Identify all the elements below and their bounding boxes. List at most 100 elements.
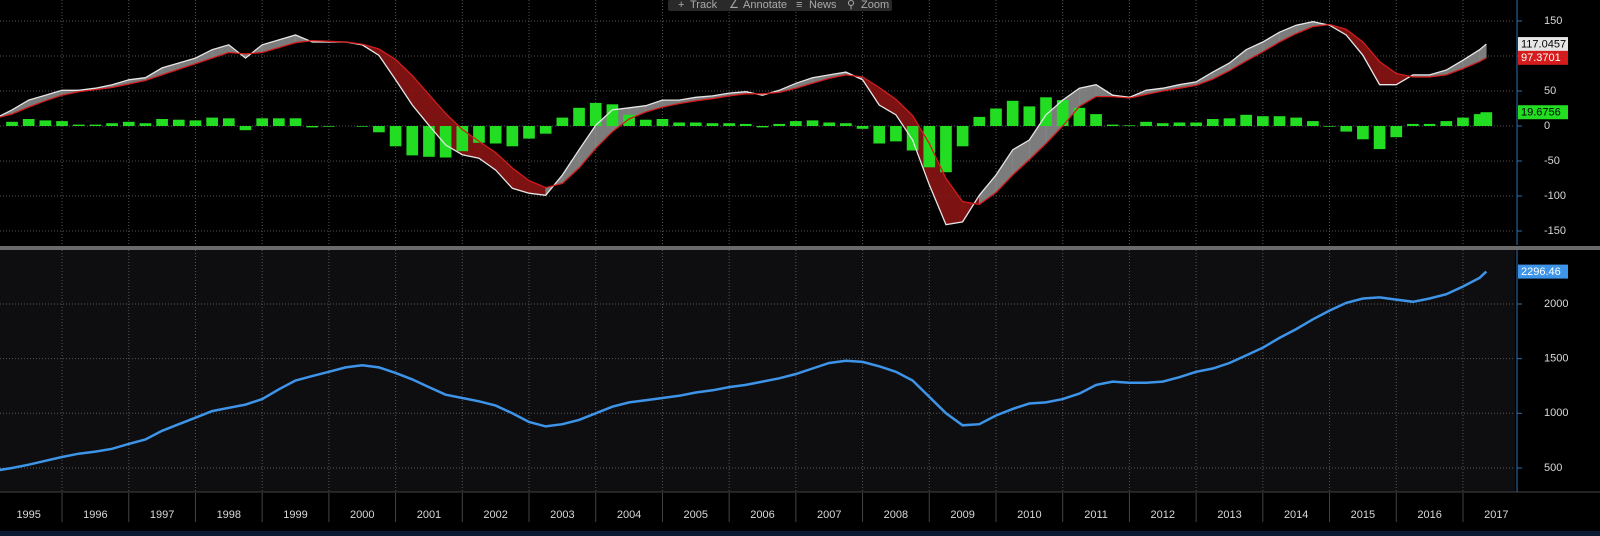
last-value-label: 97.3701 [1521, 52, 1561, 64]
histogram-bar [656, 119, 669, 126]
histogram-bar [289, 118, 302, 126]
histogram-bar [39, 120, 52, 126]
y-tick-label: -50 [1544, 155, 1560, 167]
histogram-bar [1006, 100, 1019, 126]
x-tick-label: 2014 [1284, 509, 1308, 521]
y-tick-label: 2000 [1544, 298, 1568, 310]
toolbar-bg [668, 0, 892, 11]
toolbar-icon: ∠ [729, 0, 739, 11]
histogram-bar [1273, 116, 1286, 126]
histogram-bar [556, 117, 569, 126]
histogram-bar [973, 116, 986, 126]
y-tick-label: 50 [1544, 85, 1556, 97]
histogram-bar [1423, 123, 1436, 126]
histogram-bar [222, 118, 235, 126]
histogram-bar [1106, 124, 1119, 126]
histogram-bar [823, 122, 836, 126]
x-tick-label: 2003 [550, 509, 574, 521]
histogram-bar [1290, 117, 1303, 126]
histogram-bar [1190, 122, 1202, 126]
toolbar-icon: ⚲ [847, 0, 855, 11]
histogram-bar [389, 126, 402, 147]
toolbar: + Track ∠ Annotate ≡ News ⚲ Zoom [668, 0, 892, 11]
histogram-bar [1407, 123, 1419, 126]
toolbar-zoom[interactable]: Zoom [861, 0, 889, 11]
x-tick-label: 2001 [417, 509, 441, 521]
histogram-bar [639, 119, 652, 126]
histogram-bar [1056, 100, 1069, 126]
histogram-bar [106, 123, 118, 126]
histogram-bar [873, 126, 886, 144]
histogram-bar [1240, 114, 1252, 126]
histogram-bar [990, 108, 1002, 126]
x-tick-label: 1997 [150, 509, 174, 521]
histogram-bar [473, 126, 485, 143]
plot-area [0, 0, 1515, 245]
histogram-bar [673, 122, 685, 126]
histogram-bar [256, 118, 269, 126]
series-line [0, 270, 1488, 472]
x-tick-label: 2004 [617, 509, 641, 521]
x-tick-label: 2002 [483, 509, 507, 521]
x-tick-label: 2012 [1151, 509, 1175, 521]
histogram-bar [273, 118, 285, 126]
y-tick-label: -150 [1544, 225, 1566, 237]
histogram-bar [1373, 126, 1386, 150]
histogram-bar [1323, 126, 1336, 127]
y-tick-label: -100 [1544, 190, 1566, 202]
toolbar-news[interactable]: News [809, 0, 837, 11]
last-value-label: 2296.46 [1521, 266, 1561, 278]
x-tick-label: 1998 [217, 509, 241, 521]
histogram-bar [1457, 117, 1469, 126]
last-value-label: 19.6756 [1521, 107, 1561, 119]
histogram-bar [456, 126, 469, 152]
series-line [0, 23, 1487, 206]
toolbar-annotate[interactable]: Annotate [743, 0, 787, 11]
plots: 150100500-50-100-150117.045797.370119.67… [0, 0, 1568, 522]
histogram-bar [539, 126, 552, 134]
histogram-bar [1140, 121, 1152, 126]
x-tick-label: 1999 [283, 509, 307, 521]
toolbar-icon: + [678, 0, 684, 11]
x-tick-label: 2016 [1417, 509, 1441, 521]
last-value-tag [1518, 37, 1568, 52]
histogram-bar [573, 107, 585, 126]
plot-area [0, 250, 1515, 492]
histogram-bar [1206, 119, 1219, 126]
x-tick-label: 2013 [1217, 509, 1241, 521]
x-tick-label: 2011 [1084, 509, 1108, 521]
histogram-bar [423, 126, 435, 157]
x-tick-label: 2017 [1484, 509, 1508, 521]
histogram-bar [439, 126, 452, 158]
histogram-bar [689, 122, 702, 126]
histogram-bar [1340, 126, 1353, 132]
histogram-bar [306, 126, 319, 128]
x-tick-label: 2008 [884, 509, 908, 521]
histogram-bar [56, 121, 68, 126]
histogram-bar [156, 119, 168, 126]
histogram-bar [189, 120, 202, 126]
histogram-bar [1123, 125, 1136, 126]
lower-panel-bg [0, 250, 1515, 492]
histogram-bar [1256, 116, 1269, 126]
histogram-bar [356, 126, 369, 127]
histogram-bar [1173, 122, 1186, 126]
histogram-bar [489, 126, 502, 144]
histogram-bar [1480, 112, 1493, 126]
histogram-bar [1440, 121, 1453, 126]
histogram-bar [1073, 107, 1086, 126]
histogram-bar [323, 126, 335, 127]
toolbar-track[interactable]: Track [690, 0, 718, 11]
last-value-tag [1518, 264, 1568, 279]
x-tick-label: 1996 [83, 509, 107, 521]
histogram-bar [606, 104, 619, 126]
histogram-bar [373, 126, 385, 133]
histogram-bar [122, 121, 135, 126]
histogram-bar [22, 119, 35, 126]
histogram-bar [790, 121, 802, 126]
histogram-bar [523, 126, 535, 139]
histogram-bar [623, 114, 635, 126]
histogram-bar [1156, 123, 1169, 126]
